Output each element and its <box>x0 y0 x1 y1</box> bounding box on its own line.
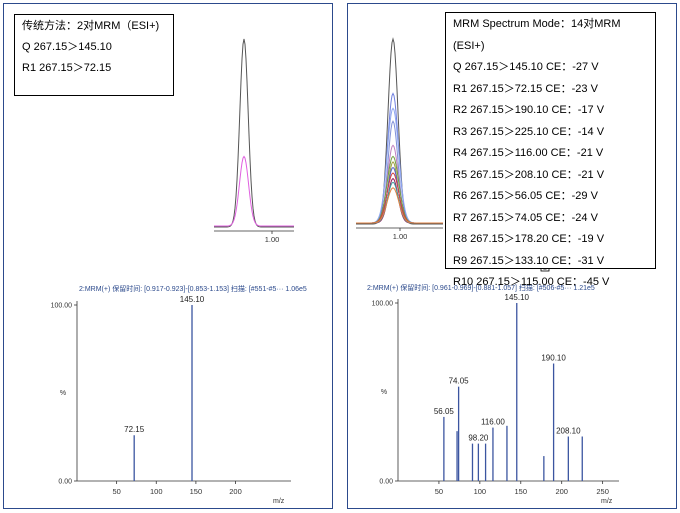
left-info-box: 传统方法：2对MRM（ESI+) Q 267.15＞145.10 R1 267.… <box>14 14 174 96</box>
x-tick-label: 50 <box>435 487 443 496</box>
spectrum-header: 2:MRM(+) 保留时间: [0.961-0.969]-[0.881-1.05… <box>367 283 595 292</box>
chrom-trace <box>356 37 443 225</box>
y-axis-label: % <box>381 389 387 396</box>
left-charts: 1.00 2:MRM(+) 保留时间: [0.917-0.923]-[0.853-… <box>51 38 307 505</box>
x-tick-label: 250 <box>596 487 609 496</box>
x-tick-label: 200 <box>229 487 242 496</box>
peak-label: 190.10 <box>541 354 566 363</box>
y-axis-label: % <box>60 390 66 397</box>
x-axis-label: m/z <box>601 498 613 505</box>
right-info-line: R7 267.15＞74.05 CE：-24 V <box>453 211 598 224</box>
right-info-title-cont: (ESI+) <box>453 39 485 52</box>
peak-label: 145.10 <box>505 293 530 302</box>
right-info-line: R6 267.15＞56.05 CE：-29 V <box>453 190 598 202</box>
y-tick-label: 0.00 <box>58 479 72 486</box>
left-info-line: R1 267.15＞72.15 <box>22 62 112 74</box>
left-info-title: 传统方法：2对MRM（ESI+) <box>22 20 160 32</box>
chrom-tick-label: 1.00 <box>265 235 280 244</box>
chrom-trace <box>214 38 294 228</box>
spectrum-header: 2:MRM(+) 保留时间: [0.917-0.923]-[0.853-1.15… <box>79 284 307 293</box>
right-info-line: R10 267.15＞115.00 CE：-45 V <box>453 276 610 288</box>
chrom-trace <box>356 161 443 224</box>
left-panel: 1.00 2:MRM(+) 保留时间: [0.917-0.923]-[0.853-… <box>3 3 333 509</box>
peak-label: 56.05 <box>434 407 455 416</box>
chrom-trace <box>356 187 443 224</box>
y-tick-label: 100.00 <box>51 303 73 310</box>
x-tick-label: 50 <box>112 487 120 496</box>
right-info-line: R3 267.15＞225.10 CE：-14 V <box>453 125 605 138</box>
right-panel: 1.00 2:MRM(+) 保留时间: [0.961-0.969]-[0.881-… <box>347 3 677 509</box>
peak-label: 116.00 <box>481 418 505 427</box>
chrom-tick-label: 1.00 <box>393 232 408 241</box>
right-info-line: R2 267.15＞190.10 CE：-17 V <box>453 104 605 116</box>
x-axis-label: m/z <box>273 498 285 505</box>
peak-label: 145.10 <box>180 295 205 304</box>
peak-label: 72.15 <box>124 425 145 434</box>
right-info-line: Q 267.15＞145.10 CE：-27 V <box>453 61 599 73</box>
right-info-box: MRM Spectrum Mode：14对MRM (ESI+) Q 267.15… <box>445 12 656 288</box>
right-info-line: R1 267.15＞72.15 CE：-23 V <box>453 82 598 95</box>
right-info-line: R8 267.15＞178.20 CE：-19 V <box>453 233 605 245</box>
peak-label: 74.05 <box>449 377 470 386</box>
x-tick-label: 100 <box>150 487 163 496</box>
right-info-line: R9 267.15＞133.10 CE：-31 V <box>453 254 605 267</box>
x-tick-label: 150 <box>190 487 203 496</box>
x-tick-label: 150 <box>515 487 528 496</box>
x-tick-label: 100 <box>474 487 487 496</box>
y-tick-label: 0.00 <box>379 479 393 486</box>
left-info-line: Q 267.15＞145.10 <box>22 41 112 53</box>
peak-label: 208.10 <box>556 427 581 436</box>
x-tick-label: 200 <box>555 487 568 496</box>
chrom-trace <box>214 155 294 227</box>
right-info-line: R5 267.15＞208.10 CE：-21 V <box>453 168 605 181</box>
right-info-title: MRM Spectrum Mode：14对MRM <box>453 18 621 30</box>
y-tick-label: 100.00 <box>372 301 394 308</box>
right-info-line: R4 267.15＞116.00 CE：-21 V <box>453 147 604 159</box>
peak-label: 98.20 <box>468 434 489 443</box>
